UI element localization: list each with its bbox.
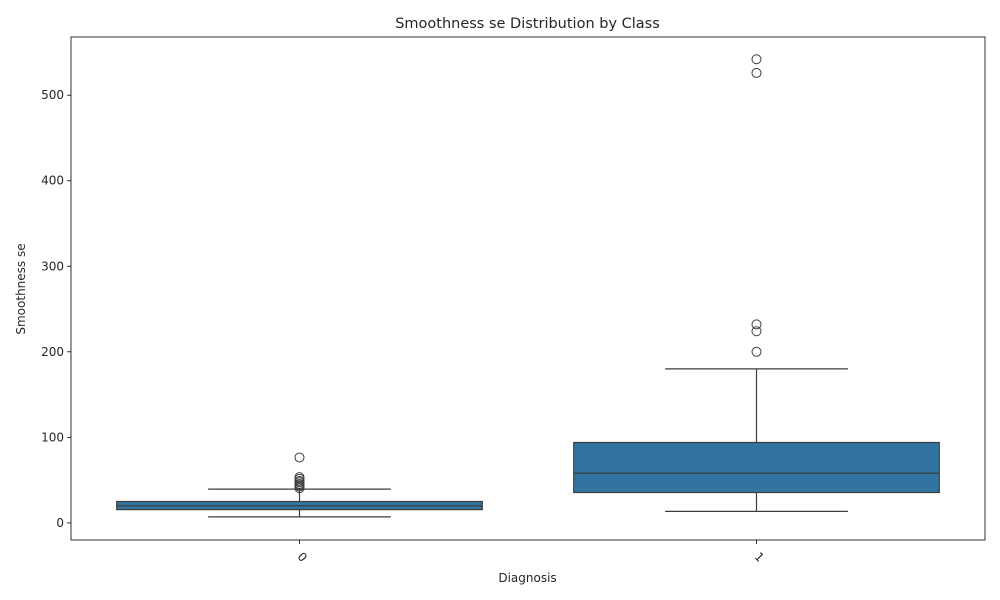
y-axis: 0 100 200 300 400 500 — [41, 88, 71, 530]
box-group-1 — [573, 54, 940, 512]
y-tick-label: 0 — [56, 516, 64, 530]
outlier-point — [294, 483, 305, 494]
outlier-point — [294, 452, 305, 463]
box-group-0 — [116, 452, 483, 518]
outlier-point — [751, 54, 762, 65]
x-axis-title: Diagnosis — [498, 571, 556, 585]
y-tick-label: 500 — [41, 88, 64, 102]
x-tick-label: 1 — [752, 550, 767, 565]
boxes — [116, 54, 940, 518]
y-tick-label: 400 — [41, 174, 64, 188]
chart-title: Smoothness se Distribution by Class — [395, 16, 660, 32]
outlier-point — [751, 319, 762, 330]
y-axis-title: Smoothness se — [14, 243, 28, 334]
iqr-box — [573, 441, 940, 494]
x-tick-label: 0 — [295, 550, 310, 565]
y-tick-label: 200 — [41, 345, 64, 359]
y-tick-label: 100 — [41, 430, 64, 444]
y-tick-label: 300 — [41, 259, 64, 273]
outlier-point — [751, 67, 762, 78]
outlier-point — [751, 326, 762, 337]
outlier-point — [751, 346, 762, 357]
